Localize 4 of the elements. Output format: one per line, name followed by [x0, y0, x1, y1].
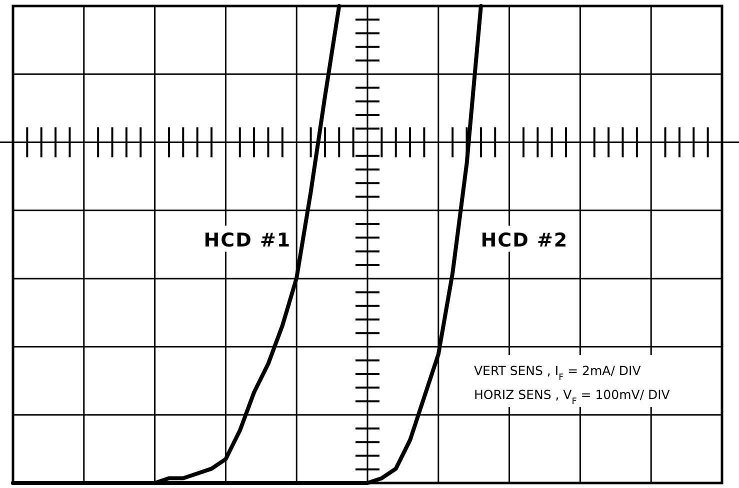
- annotation: VERT SENS , I$_{F}$ = 2mA/ DIV: [474, 363, 642, 383]
- series-label: HCD #1: [204, 230, 292, 252]
- annotation: HORIZ SENS , V$_{F}$ = 100mV/ DIV: [474, 387, 670, 407]
- series-label: HCD #2: [480, 230, 568, 252]
